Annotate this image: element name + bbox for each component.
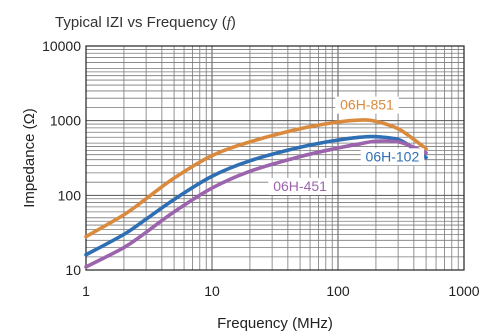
- series-label-06h-102: 06H-102: [366, 148, 420, 164]
- series-label-06h-851: 06H-851: [340, 97, 394, 113]
- x-tick-label: 100: [326, 283, 350, 299]
- series-labels: 06H-851 06H-102 06H-451: [268, 96, 425, 195]
- series-label-background: [360, 148, 425, 166]
- y-tick-label: 1000: [50, 113, 81, 129]
- series-label-06h-451: 06H-451: [273, 178, 327, 194]
- series-line-06h-851: [84, 118, 428, 239]
- series-line-06h-102: [84, 134, 428, 257]
- chart-title: Typical IZI vs Frequency (f): [55, 14, 236, 31]
- y-tick-label: 10: [65, 262, 81, 278]
- y-tick-labels: 10 100 1000 10000: [42, 38, 81, 278]
- plot-frame: [85, 45, 465, 271]
- x-tick-label: 1: [82, 283, 90, 299]
- y-tick-label: 10000: [42, 38, 81, 54]
- series-line-06h-451: [84, 139, 428, 269]
- y-tick-label: 100: [58, 187, 82, 203]
- series-label-background: [268, 178, 332, 195]
- series-layer: [84, 118, 428, 269]
- x-axis-label: Frequency (MHz): [217, 315, 333, 332]
- x-tick-label: 1000: [448, 283, 479, 299]
- x-tick-labels: 1 10 100 1000: [82, 283, 480, 299]
- series-label-background: [335, 96, 399, 114]
- x-tick-label: 10: [204, 283, 220, 299]
- y-axis-label: Impedance (Ω): [21, 108, 38, 208]
